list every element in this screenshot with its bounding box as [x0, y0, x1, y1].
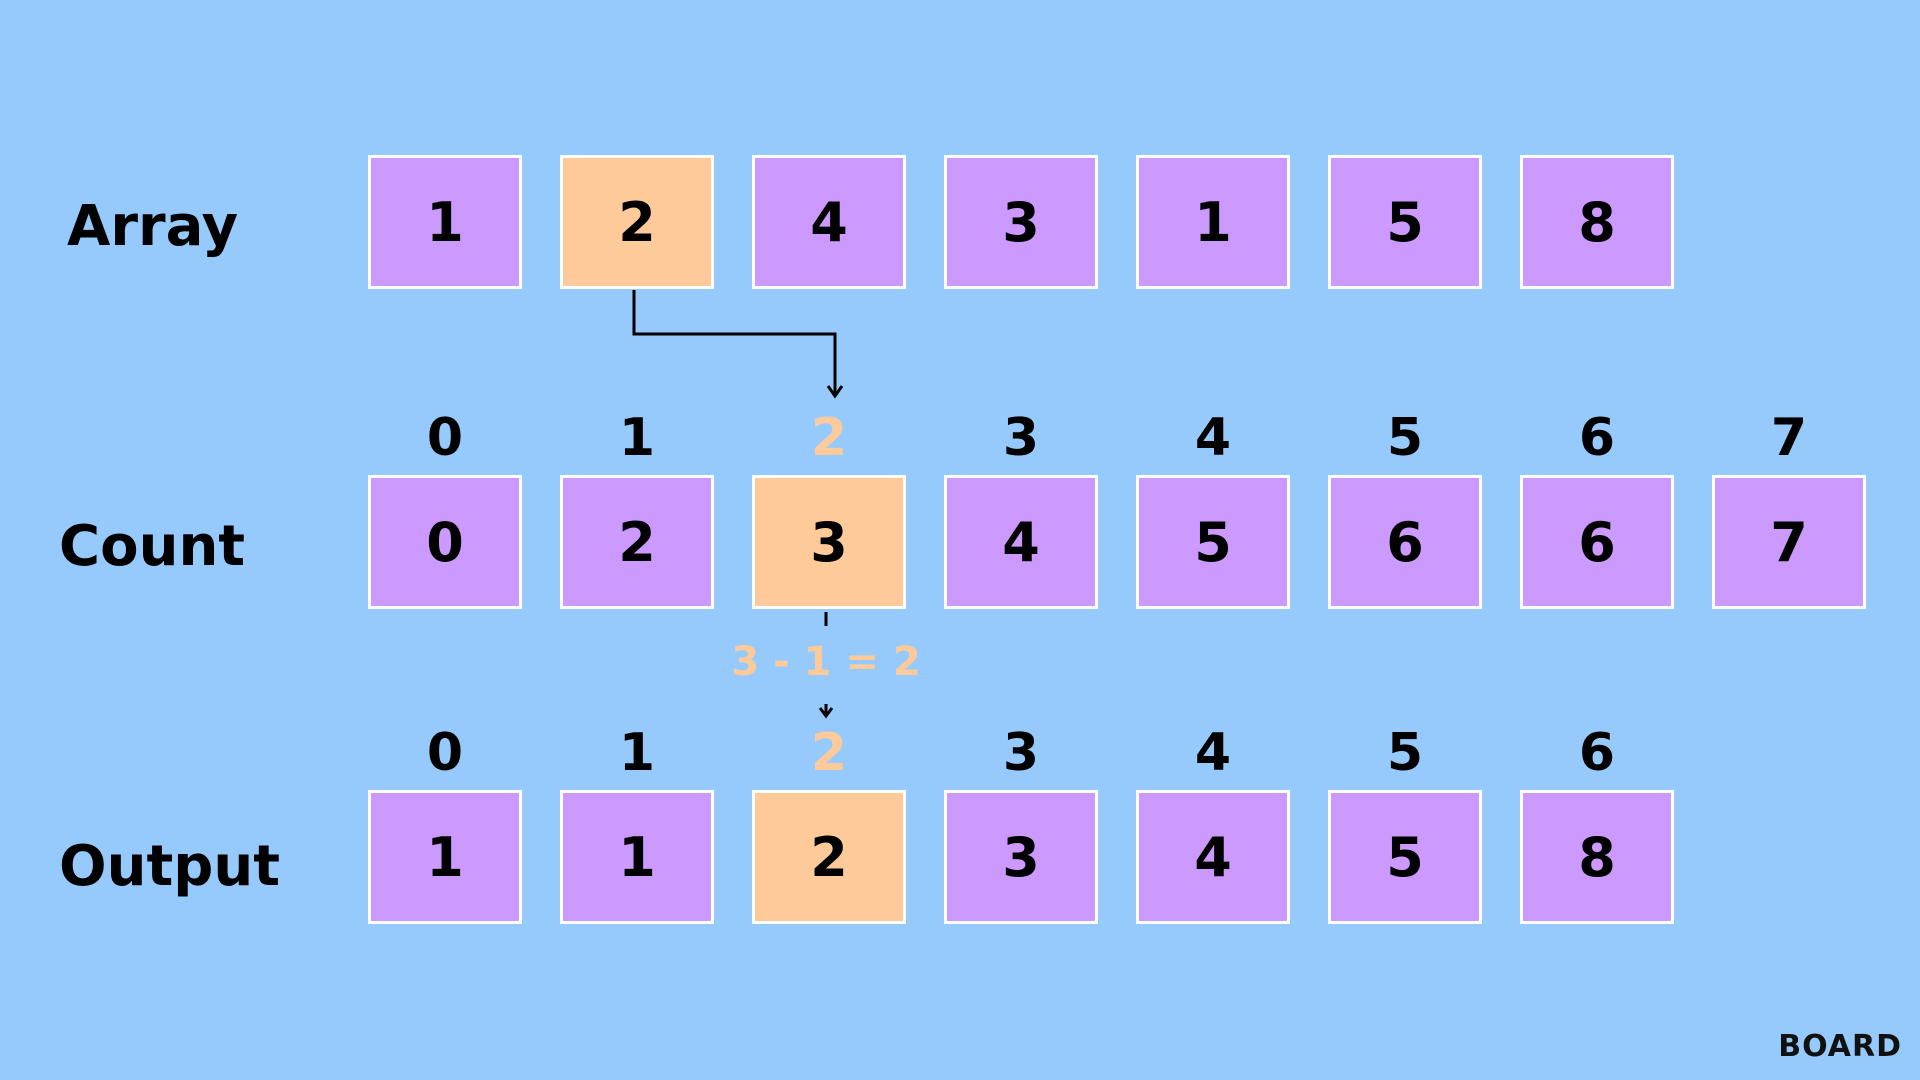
output-cell: 2 — [752, 790, 906, 924]
count-index: 6 — [1578, 408, 1616, 468]
count-cell: 7 — [1712, 475, 1866, 609]
array-cell: 1 — [1136, 155, 1290, 289]
array-cell: 3 — [944, 155, 1098, 289]
count-cell: 0 — [368, 475, 522, 609]
output-index: 6 — [1578, 723, 1616, 783]
array-label: Array — [67, 194, 239, 259]
array-cell: 1 — [368, 155, 522, 289]
array-cell: 2 — [560, 155, 714, 289]
array-to-count-arrowhead — [826, 385, 844, 399]
output-cell: 4 — [1136, 790, 1290, 924]
count-index: 0 — [426, 408, 464, 468]
count-index: 4 — [1194, 408, 1232, 468]
count-label: Count — [59, 514, 246, 579]
output-cell: 8 — [1520, 790, 1674, 924]
count-cell: 4 — [944, 475, 1098, 609]
count-cell: 6 — [1328, 475, 1482, 609]
output-index: 3 — [1002, 723, 1040, 783]
output-index: 5 — [1386, 723, 1424, 783]
count-cell: 2 — [560, 475, 714, 609]
output-label: Output — [59, 834, 280, 899]
output-cell: 3 — [944, 790, 1098, 924]
formula-to-output-arrowhead — [818, 707, 834, 719]
array-cell: 4 — [752, 155, 906, 289]
array-cell: 8 — [1520, 155, 1674, 289]
count-index: 1 — [618, 408, 656, 468]
output-cell: 1 — [560, 790, 714, 924]
count-index: 3 — [1002, 408, 1040, 468]
output-index: 1 — [618, 723, 656, 783]
count-index: 5 — [1386, 408, 1424, 468]
count-cell: 5 — [1136, 475, 1290, 609]
output-index: 2 — [810, 723, 848, 783]
output-cell: 5 — [1328, 790, 1482, 924]
board-logo: BOARD — [1778, 1029, 1902, 1064]
count-cell: 6 — [1520, 475, 1674, 609]
output-index: 0 — [426, 723, 464, 783]
array-cell: 5 — [1328, 155, 1482, 289]
count-cell: 3 — [752, 475, 906, 609]
count-index: 7 — [1770, 408, 1808, 468]
count-index: 2 — [810, 408, 848, 468]
output-cell: 1 — [368, 790, 522, 924]
output-index: 4 — [1194, 723, 1232, 783]
array-to-count-arrow — [632, 290, 837, 394]
formula-text: 3 - 1 = 2 — [731, 639, 921, 685]
